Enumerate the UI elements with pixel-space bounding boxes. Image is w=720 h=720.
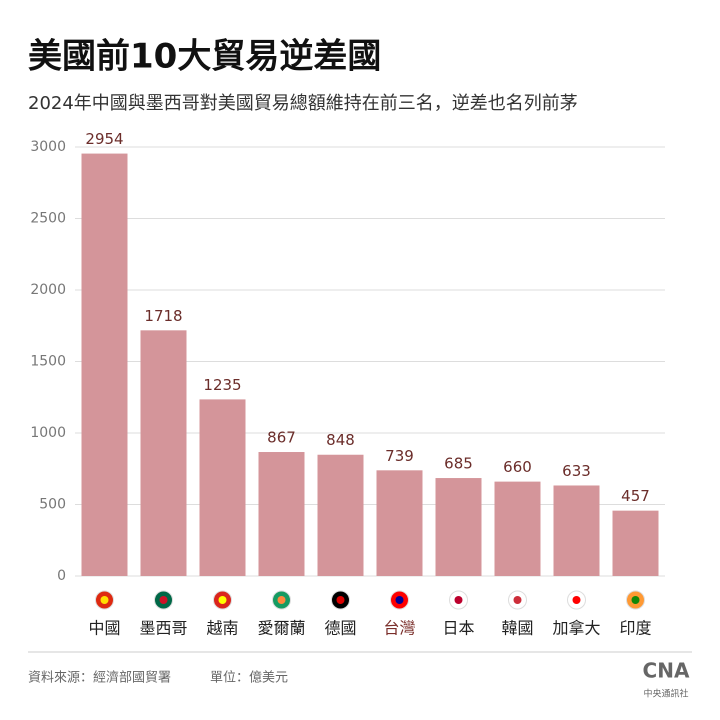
bar [317, 454, 364, 576]
flag-emblem [100, 596, 109, 604]
x-tick-label: 墨西哥 [139, 619, 187, 638]
chart-title: 美國前10大貿易逆差國 [28, 37, 381, 77]
x-tick-label: 中國 [88, 619, 120, 638]
value-label: 457 [621, 487, 650, 505]
bar [435, 478, 482, 576]
x-tick-label: 日本 [442, 619, 474, 638]
y-tick-label: 1000 [30, 425, 66, 441]
y-tick-label: 2500 [30, 211, 66, 227]
bar [258, 452, 305, 576]
x-tick-label: 加拿大 [552, 619, 600, 638]
logo-caption: 中央通訊社 [643, 688, 688, 700]
flag-emblem [395, 596, 404, 604]
bar [81, 153, 128, 576]
flag-emblem [159, 596, 168, 604]
flag-emblem [572, 596, 581, 604]
y-tick-label: 500 [39, 497, 66, 513]
chart-subtitle: 2024年中國與墨西哥對美國貿易總額維持在前三名，逆差也名列前茅 [28, 93, 578, 114]
bar [199, 399, 246, 576]
flag-emblem [513, 596, 522, 604]
value-label: 1235 [203, 376, 241, 394]
flag-emblem [277, 596, 286, 604]
value-label: 660 [503, 458, 532, 476]
bar [376, 470, 423, 576]
bar [494, 481, 541, 576]
x-tick-label: 越南 [206, 619, 238, 638]
value-label: 2954 [85, 130, 123, 148]
flag-emblem [631, 596, 640, 604]
bar [140, 330, 187, 576]
value-label: 685 [444, 455, 473, 473]
flag-emblem [454, 596, 463, 604]
x-tick-label: 韓國 [501, 619, 533, 638]
x-tick-label: 印度 [619, 619, 651, 638]
y-tick-label: 2000 [30, 282, 66, 298]
value-label: 867 [267, 429, 296, 447]
source: 資料來源：經濟部國貿署 [28, 670, 171, 686]
y-tick-label: 0 [57, 568, 66, 584]
x-tick-label: 德國 [324, 619, 356, 638]
value-label: 739 [385, 447, 414, 465]
y-tick-label: 3000 [30, 139, 66, 155]
value-label: 633 [562, 462, 591, 480]
unit: 單位：億美元 [210, 670, 288, 686]
flag-emblem [218, 596, 227, 604]
x-tick-label: 台灣 [383, 619, 415, 638]
bar [553, 485, 600, 576]
value-label: 1718 [144, 307, 182, 325]
y-tick-label: 1500 [30, 354, 66, 370]
x-tick-label: 愛爾蘭 [257, 619, 305, 638]
bar [612, 510, 659, 576]
flag-emblem [336, 596, 345, 604]
value-label: 848 [326, 431, 355, 449]
logo: CNA [643, 659, 690, 683]
